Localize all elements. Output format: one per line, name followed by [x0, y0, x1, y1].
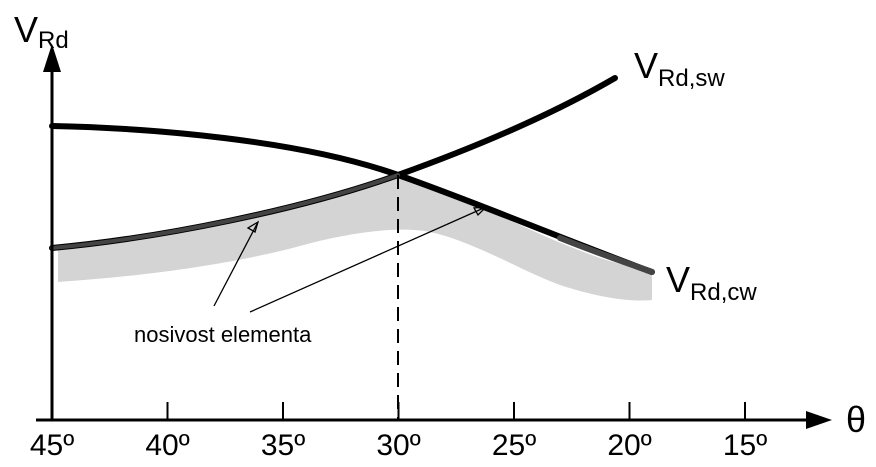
shaded-capacity-region [58, 175, 652, 301]
annotation-arrow-left [213, 221, 259, 307]
y-axis-label: VRd [14, 9, 69, 54]
annotation-text: nosivost elementa [134, 322, 312, 347]
label-vrd-cw-main: V [666, 259, 690, 300]
y-axis-arrow [43, 44, 61, 72]
x-tick-label: 15º [723, 429, 767, 462]
annotation-arrow-right [249, 206, 487, 313]
x-tick-label: 40º [145, 429, 189, 462]
label-vrd-sw-sub: Rd,sw [658, 65, 725, 92]
curve-vrd-sw-dark-segment [50, 173, 400, 250]
x-tick-label: 20º [607, 429, 651, 462]
annotation-arrowhead-left [246, 220, 260, 233]
y-axis-label-sub: Rd [38, 27, 69, 54]
x-tick-label: 25º [492, 429, 536, 462]
x-ticks: 45º 40º 35º 30º 25º 20º 15º [30, 402, 767, 462]
label-vrd-sw-main: V [634, 45, 658, 86]
label-vrd-cw-sub: Rd,cw [690, 279, 757, 306]
curve-vrd-cw-tail [557, 235, 655, 275]
x-tick-label: 45º [30, 429, 74, 462]
x-axis-label: θ [846, 399, 866, 440]
x-axis-arrow [806, 411, 832, 429]
x-tick-label: 30º [376, 429, 420, 462]
label-vrd-sw: VRd,sw [634, 45, 725, 92]
y-axis-label-main: V [14, 9, 38, 50]
annotation-arrowhead-right [472, 206, 488, 217]
label-vrd-cw: VRd,cw [666, 259, 757, 306]
x-tick-label: 35º [261, 429, 305, 462]
